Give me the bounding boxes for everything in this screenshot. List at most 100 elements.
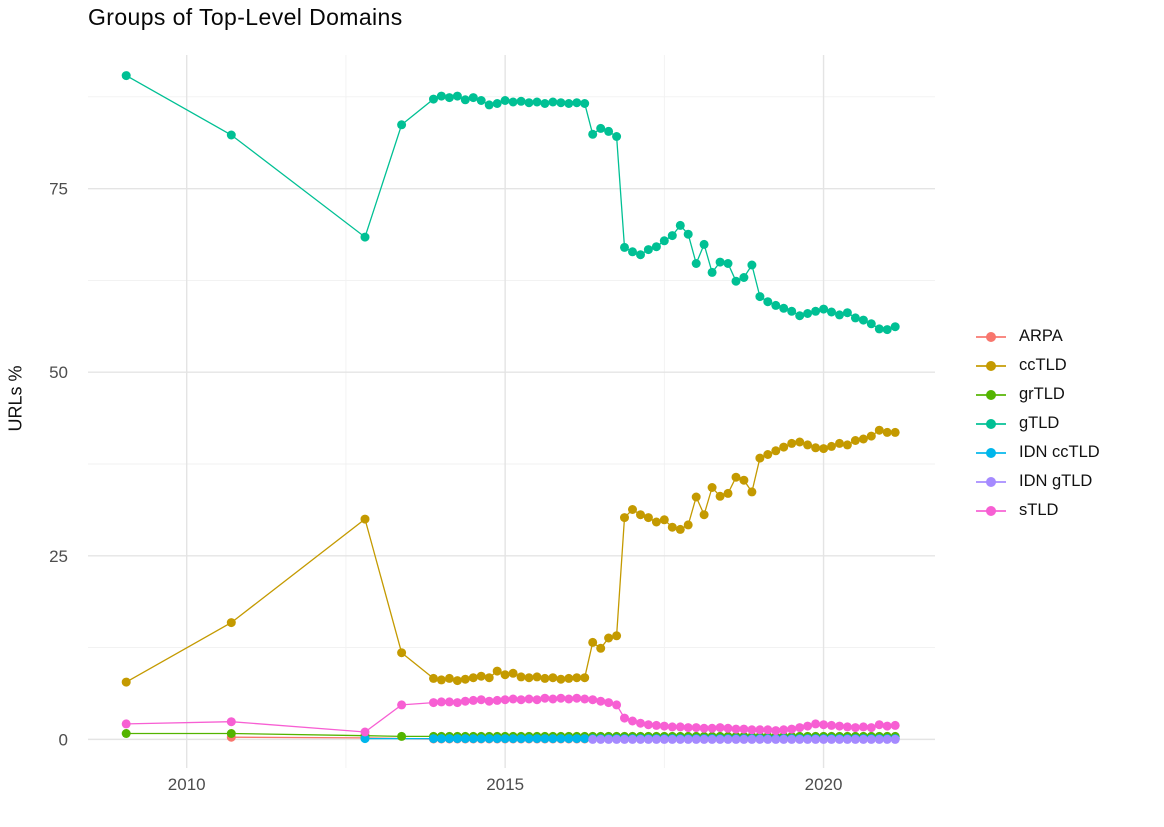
- data-point: [596, 123, 606, 133]
- data-point: [890, 720, 900, 730]
- data-point: [747, 734, 757, 744]
- data-point: [121, 729, 131, 738]
- legend-item-arpa: ARPA: [976, 322, 1100, 351]
- legend-key-icon: [976, 474, 1006, 490]
- data-point: [882, 427, 892, 437]
- data-point: [540, 673, 550, 683]
- data-point: [842, 440, 852, 450]
- data-point: [675, 734, 685, 744]
- data-point: [866, 723, 876, 733]
- data-point: [763, 725, 773, 735]
- data-point: [452, 734, 462, 744]
- data-point: [596, 696, 606, 706]
- data-point: [444, 93, 454, 103]
- data-point: [500, 734, 510, 744]
- data-point: [492, 666, 502, 676]
- data-point: [723, 734, 733, 744]
- legend-item-grtld: grTLD: [976, 380, 1100, 409]
- data-point: [580, 99, 590, 108]
- data-point: [850, 436, 860, 445]
- data-point: [803, 309, 813, 318]
- data-point: [819, 720, 829, 730]
- data-point: [691, 259, 701, 268]
- data-point: [636, 734, 645, 744]
- data-point: [819, 304, 829, 314]
- data-point: [795, 311, 805, 321]
- legend-key-icon: [976, 387, 1006, 403]
- data-point: [226, 729, 236, 738]
- data-point: [675, 722, 685, 732]
- chart-title: Groups of Top-Level Domains: [88, 4, 403, 30]
- legend-item-cctld: ccTLD: [976, 351, 1100, 380]
- data-point: [516, 695, 526, 705]
- data-point: [731, 724, 741, 734]
- data-point: [620, 734, 629, 744]
- x-tick-label: 2020: [805, 775, 843, 794]
- data-point: [588, 129, 598, 139]
- data-point: [858, 722, 868, 732]
- data-point: [620, 713, 629, 723]
- data-point: [556, 674, 566, 684]
- data-point: [620, 513, 629, 523]
- data-point: [890, 734, 900, 744]
- data-point: [691, 723, 701, 733]
- data-point: [516, 734, 526, 744]
- data-point: [492, 99, 502, 108]
- data-point: [516, 96, 526, 106]
- data-point: [604, 633, 614, 643]
- legend-label: grTLD: [1019, 385, 1065, 403]
- data-point: [429, 94, 438, 104]
- data-point: [476, 695, 486, 705]
- data-point: [787, 438, 797, 448]
- data-point: [866, 319, 876, 329]
- data-point: [492, 734, 502, 744]
- data-point: [866, 431, 876, 441]
- data-point: [643, 720, 653, 730]
- data-point: [476, 96, 486, 105]
- data-point: [882, 734, 892, 744]
- data-point: [874, 734, 884, 744]
- data-point: [643, 513, 653, 523]
- data-point: [484, 734, 494, 744]
- data-point: [827, 720, 836, 730]
- data-point: [548, 694, 558, 704]
- data-point: [508, 734, 518, 744]
- data-point: [612, 734, 622, 744]
- data-point: [444, 697, 454, 707]
- data-point: [771, 734, 781, 744]
- data-point: [226, 717, 236, 727]
- data-point: [771, 446, 781, 456]
- data-point: [819, 444, 829, 454]
- data-point: [890, 322, 900, 332]
- data-point: [827, 441, 836, 451]
- data-point: [707, 734, 717, 744]
- data-point: [564, 673, 574, 683]
- data-point: [628, 734, 637, 744]
- data-point: [835, 721, 844, 731]
- data-point: [779, 442, 789, 452]
- data-point: [842, 722, 852, 732]
- data-point: [835, 438, 844, 448]
- data-point: [787, 724, 797, 734]
- data-point: [484, 100, 494, 110]
- data-point: [683, 520, 693, 530]
- y-tick-label: 25: [49, 547, 68, 566]
- data-point: [500, 670, 510, 680]
- data-point: [628, 716, 637, 726]
- legend-key-icon: [976, 445, 1006, 461]
- data-point: [604, 734, 614, 744]
- data-point: [691, 492, 701, 502]
- data-point: [556, 98, 566, 108]
- data-point: [580, 694, 590, 704]
- data-point: [468, 734, 478, 744]
- data-point: [858, 734, 868, 744]
- data-point: [444, 673, 454, 683]
- data-point: [827, 734, 836, 744]
- legend: ARPA ccTLD grTLD gTLD IDN ccTLD IDN gTLD sTLD: [976, 322, 1100, 525]
- y-tick-label: 50: [49, 363, 68, 382]
- data-point: [596, 734, 606, 744]
- series-points-gtld: [121, 71, 900, 335]
- data-point: [850, 734, 860, 744]
- y-tick-label: 75: [49, 180, 68, 199]
- data-point: [835, 734, 844, 744]
